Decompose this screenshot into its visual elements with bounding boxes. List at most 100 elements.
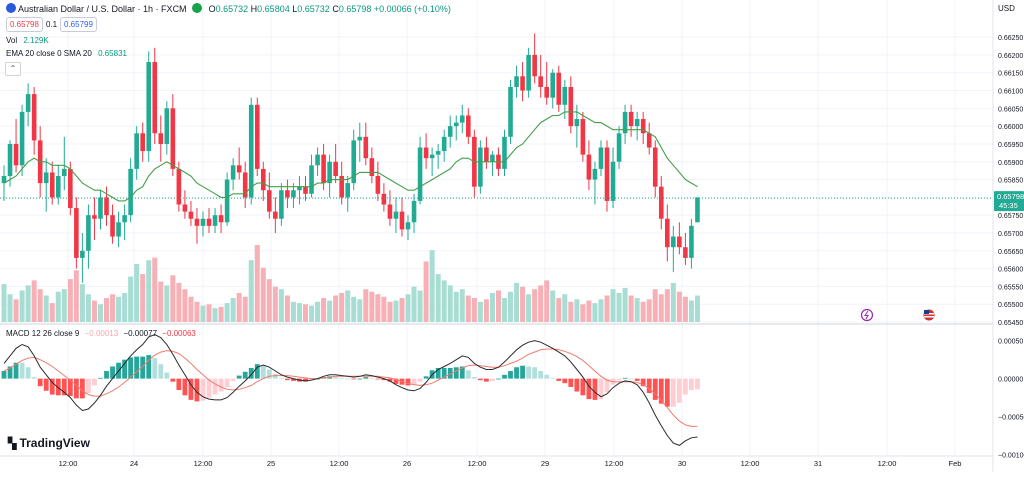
price-tick-label: 0.65950 xyxy=(998,142,1023,149)
macd-histogram-bar xyxy=(194,378,200,402)
macd-histogram-bar xyxy=(140,356,146,379)
macd-histogram-bar xyxy=(441,368,447,379)
volume-bar xyxy=(489,292,495,322)
macd-histogram-bar xyxy=(122,359,127,379)
collapse-legend-button[interactable]: ⌃ xyxy=(5,62,21,76)
macd-histogram-bar xyxy=(604,378,610,393)
macd-label[interactable]: MACD 12 26 close 9 xyxy=(6,329,80,338)
volume-bar xyxy=(278,289,284,322)
macd-histogram-bar xyxy=(55,378,61,396)
volume-bar xyxy=(321,298,327,322)
volume-bar xyxy=(423,261,429,322)
volume-bar xyxy=(441,280,447,322)
ema-label[interactable]: EMA 20 close 0 SMA 20 xyxy=(6,49,92,58)
price-tick-label: 0.65700 xyxy=(998,231,1023,238)
volume-bar xyxy=(453,291,459,322)
volume-bar xyxy=(652,289,658,322)
volume-bar xyxy=(495,290,501,322)
volume-bar xyxy=(483,299,489,322)
sell-price-button[interactable]: 0.65798 xyxy=(6,17,43,32)
macd-histogram-bar xyxy=(411,378,417,385)
candle-body xyxy=(122,215,127,223)
macd-histogram-bar xyxy=(640,378,646,387)
macd-histogram-bar xyxy=(682,378,688,395)
macd-histogram-bar xyxy=(19,362,25,379)
volume-bar xyxy=(79,284,85,322)
candle-body xyxy=(31,94,37,141)
macd-histogram-bar xyxy=(67,378,73,397)
candle-body xyxy=(695,197,700,223)
symbol-title[interactable]: Australian Dollar / U.S. Dollar · 1h · F… xyxy=(18,4,187,14)
candle-body xyxy=(86,215,91,251)
volume-bar xyxy=(333,295,339,322)
volume-bar xyxy=(164,285,170,322)
macd-histogram-bar xyxy=(248,368,254,379)
macd-histogram-bar xyxy=(152,358,158,379)
volume-bar xyxy=(520,286,526,322)
volume-bar xyxy=(73,270,79,322)
volume-label[interactable]: Vol xyxy=(6,36,18,45)
macd-line xyxy=(3,334,698,446)
volume-bar xyxy=(91,300,97,322)
time-tick-label: 12:00 xyxy=(194,459,213,468)
macd-histogram-bar xyxy=(405,378,411,386)
time-tick-label: 12:00 xyxy=(605,459,624,468)
macd-legend: MACD 12 26 close 9 −0.00013 −0.00077 −0.… xyxy=(6,329,196,338)
candle-body xyxy=(484,147,489,162)
candle-body xyxy=(423,147,429,159)
macd-histogram-bar xyxy=(86,378,91,394)
macd-histogram-bar xyxy=(453,367,459,379)
macd-histogram-bar xyxy=(31,377,37,379)
volume-bar xyxy=(477,301,483,322)
macd-histogram-bar xyxy=(242,371,248,379)
macd-histogram-bar xyxy=(459,366,465,379)
candle-body xyxy=(592,168,598,180)
candle-body xyxy=(459,115,465,123)
volume-bar xyxy=(465,295,471,322)
volume-bar xyxy=(538,285,544,322)
candle-body xyxy=(242,172,248,198)
macd-histogram-bar xyxy=(73,378,79,399)
volume-bar xyxy=(110,294,116,322)
candle-body xyxy=(586,154,592,180)
candle-body xyxy=(393,211,399,219)
price-tick-label: 0.66250 xyxy=(998,35,1023,42)
volume-bar xyxy=(556,298,562,322)
volume-bar xyxy=(230,298,236,322)
candle-body xyxy=(677,236,682,248)
candle-body xyxy=(182,204,188,212)
candle-body xyxy=(291,190,296,198)
volume-bar xyxy=(375,294,381,322)
macd-histogram-bar xyxy=(266,369,272,379)
candle-body xyxy=(218,215,224,223)
volume-bar xyxy=(170,275,176,322)
volume-bar xyxy=(544,280,550,322)
macd-tick-label: 0.00050 xyxy=(998,339,1023,346)
macd-histogram-bar xyxy=(508,371,513,379)
macd-histogram-bar xyxy=(676,378,682,403)
currency-label[interactable]: USD xyxy=(998,4,1015,13)
time-tick-label: 25 xyxy=(267,459,275,468)
candle-body xyxy=(176,168,182,205)
candle-body xyxy=(345,183,351,198)
macd-histogram-bar xyxy=(164,372,170,379)
macd-histogram-bar xyxy=(586,378,592,400)
tradingview-logo[interactable]: ▚ TradingView xyxy=(8,436,90,450)
volume-bar xyxy=(85,294,91,322)
candle-body xyxy=(267,190,272,212)
candle-body xyxy=(200,218,206,226)
macd-histogram-bar xyxy=(254,364,260,379)
macd-histogram-bar xyxy=(465,370,471,379)
macd-histogram-bar xyxy=(658,378,664,404)
time-tick-label: 24 xyxy=(130,459,138,468)
candle-body xyxy=(104,197,109,216)
volume-bar xyxy=(218,306,224,322)
candle-body xyxy=(43,172,49,184)
candle-body xyxy=(417,147,423,201)
macd-histogram-bar xyxy=(490,378,495,381)
macd-histogram-bar xyxy=(188,378,194,400)
buy-price-button[interactable]: 0.65799 xyxy=(60,17,97,32)
candle-body xyxy=(375,176,381,194)
volume-bar xyxy=(266,279,272,322)
